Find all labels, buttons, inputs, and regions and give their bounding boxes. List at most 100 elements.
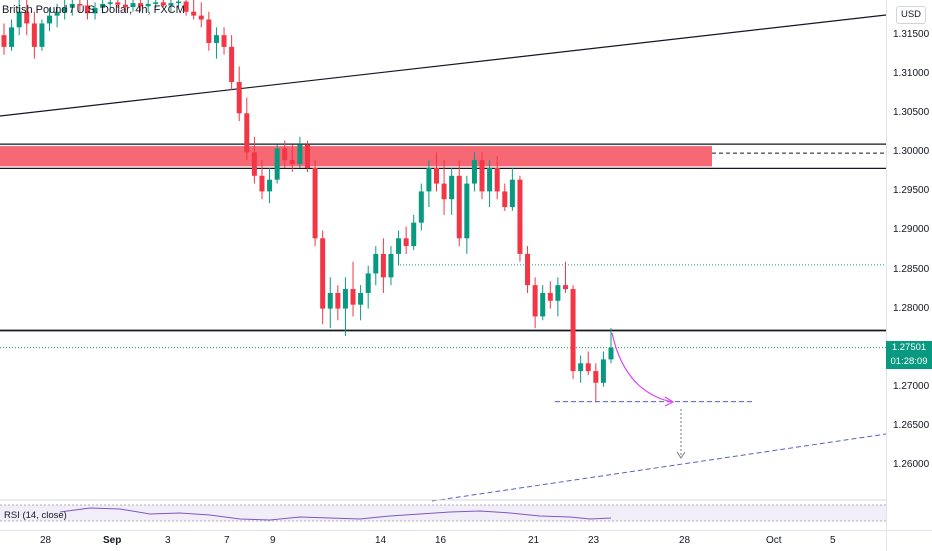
- candle-body: [320, 238, 326, 309]
- candle-body: [433, 167, 439, 184]
- rsi-label: RSI (14, close): [4, 510, 67, 521]
- candle-body: [464, 183, 470, 239]
- candle-body: [327, 292, 333, 309]
- projection-drop-arrow: [676, 451, 686, 459]
- candle-body: [236, 82, 242, 114]
- candle-body: [350, 289, 356, 305]
- candle-body: [297, 144, 303, 165]
- candle-body: [168, 3, 174, 6]
- candle-body: [274, 148, 280, 180]
- currency-button[interactable]: USD: [896, 6, 926, 24]
- candle-body: [9, 27, 15, 47]
- candle-body: [365, 273, 371, 293]
- resistance-zone: [0, 146, 712, 167]
- price-tick-label: 1.30000: [893, 146, 930, 158]
- candle-body: [138, 3, 144, 7]
- candle-body: [509, 179, 515, 208]
- candle-body: [145, 3, 151, 7]
- candle-body: [221, 35, 227, 47]
- candle-body: [84, 5, 90, 14]
- candle-body: [16, 11, 22, 28]
- price-tick-label: 1.28000: [893, 302, 930, 314]
- candle-body: [342, 289, 348, 309]
- candle-body: [449, 175, 455, 200]
- lower-trend-dashed-line: [431, 433, 886, 502]
- candle-body: [69, 3, 75, 8]
- symbol-title: British Pound / U.S. Dollar, 4h, FXCM: [2, 4, 185, 16]
- rsi-band: [0, 505, 886, 521]
- time-tick-label: 21: [528, 535, 540, 546]
- price-tick-label: 1.26500: [893, 419, 930, 431]
- time-tick-label: 7: [224, 535, 230, 546]
- time-tick-label: 16: [435, 535, 447, 546]
- candle-body: [525, 253, 531, 286]
- candle-body: [47, 15, 53, 24]
- candle-body: [441, 183, 447, 200]
- time-tick-label: Sep: [103, 535, 122, 546]
- price-tick-label: 1.28500: [893, 263, 930, 275]
- candle-body: [502, 191, 508, 208]
- candle-body: [39, 23, 45, 47]
- candle-body: [92, 7, 98, 14]
- candle-body: [562, 285, 568, 290]
- time-tick-label: 28: [40, 535, 52, 546]
- candle-body: [555, 285, 561, 301]
- candle-body: [312, 167, 318, 239]
- candle-body: [388, 253, 394, 278]
- candle-body: [540, 292, 546, 317]
- price-axis[interactable]: 1.31500 1.31000 1.30500 1.30000 1.29500 1.290…: [886, 0, 932, 530]
- candle-body: [115, 2, 121, 5]
- time-tick-label: Oct: [766, 535, 782, 546]
- candle-body: [373, 253, 379, 274]
- axis-corner: [886, 530, 932, 551]
- candle-body: [426, 167, 432, 192]
- time-tick-label: 5: [830, 535, 836, 546]
- candle-body: [153, 2, 159, 4]
- candle-body: [176, 1, 182, 4]
- candle-body: [198, 15, 204, 20]
- candle-body: [593, 371, 599, 383]
- candle-body: [229, 46, 235, 83]
- candle-body: [183, 1, 189, 12]
- price-chart[interactable]: [0, 0, 886, 530]
- candle-body: [585, 363, 591, 372]
- candle-body: [206, 19, 212, 43]
- price-tick-label: 1.27000: [893, 380, 930, 392]
- candle-body: [517, 179, 523, 254]
- price-tick-label: 1.29000: [893, 224, 930, 236]
- candle-body: [456, 175, 462, 239]
- candle-body: [77, 3, 83, 6]
- time-tick-label: 3: [165, 535, 171, 546]
- rsi-line: [59, 507, 612, 521]
- countdown-badge: 01:28:09: [886, 354, 932, 369]
- price-tick-label: 1.31500: [893, 29, 930, 41]
- candle-body: [107, 2, 113, 4]
- candle-body: [403, 238, 409, 247]
- projection-arrowhead: [664, 396, 675, 407]
- candle-body: [191, 11, 197, 16]
- candle-body: [578, 363, 584, 372]
- candle-body: [100, 3, 106, 8]
- candle-body: [31, 23, 37, 47]
- projection-curve: [611, 332, 673, 403]
- candle-body: [494, 167, 500, 192]
- candle-body: [396, 238, 402, 254]
- candle-body: [244, 113, 250, 153]
- candle-body: [251, 152, 257, 176]
- candle-body: [305, 144, 310, 168]
- candle-body: [532, 285, 538, 317]
- candle-body: [289, 160, 295, 165]
- candle-body: [267, 179, 273, 192]
- candle-body: [547, 292, 553, 301]
- last-price-badge: 1.27501: [886, 340, 932, 355]
- time-axis[interactable]: 28 Sep 3 7 9 14 16 21 23 28 Oct 5: [0, 530, 886, 551]
- candle-body: [570, 289, 576, 372]
- candle-body: [24, 11, 30, 24]
- candle-body: [213, 35, 219, 43]
- time-tick-label: 28: [679, 535, 691, 546]
- candle-body: [160, 2, 166, 6]
- candle-body: [479, 160, 485, 192]
- candle-body: [1, 35, 7, 47]
- candle-body: [122, 4, 128, 8]
